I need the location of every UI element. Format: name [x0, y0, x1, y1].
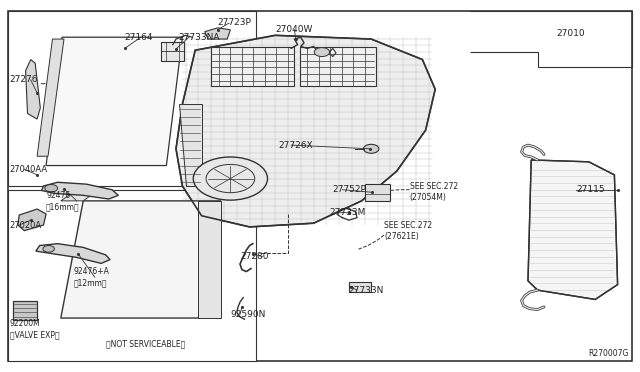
Text: 92590N: 92590N — [230, 310, 266, 319]
Circle shape — [364, 144, 379, 153]
Polygon shape — [61, 190, 99, 201]
Polygon shape — [37, 39, 64, 156]
Text: 27040W: 27040W — [275, 25, 312, 34]
Text: 27726X: 27726X — [278, 141, 313, 150]
Text: 27276: 27276 — [10, 76, 38, 84]
Circle shape — [45, 185, 58, 192]
Text: 27733NA: 27733NA — [178, 33, 220, 42]
Bar — [13, 301, 37, 320]
Polygon shape — [61, 201, 221, 318]
Bar — [300, 46, 376, 86]
Text: 27020A: 27020A — [10, 221, 42, 230]
Polygon shape — [26, 60, 40, 119]
Text: 27280: 27280 — [240, 252, 269, 261]
Text: 27733N: 27733N — [349, 286, 384, 295]
Bar — [211, 46, 294, 86]
Polygon shape — [46, 37, 182, 166]
Polygon shape — [176, 35, 435, 227]
Text: 27733M: 27733M — [330, 208, 366, 217]
Circle shape — [193, 157, 268, 200]
Polygon shape — [179, 104, 202, 186]
Circle shape — [314, 48, 330, 57]
Text: 92476+A
（12mm）: 92476+A （12mm） — [74, 267, 109, 287]
Polygon shape — [36, 244, 110, 263]
Text: SEE SEC.272
(27054M): SEE SEC.272 (27054M) — [410, 182, 458, 202]
Polygon shape — [528, 160, 618, 299]
Circle shape — [43, 246, 54, 252]
Text: 27115: 27115 — [576, 185, 605, 194]
Text: 27752P: 27752P — [333, 185, 367, 194]
Polygon shape — [42, 182, 118, 199]
Bar — [349, 282, 371, 292]
Text: 92476
（16mm）: 92476 （16mm） — [46, 191, 80, 211]
Polygon shape — [18, 209, 46, 231]
Text: 27164: 27164 — [125, 33, 154, 42]
Text: 27040AA: 27040AA — [10, 165, 48, 174]
Text: R270007G: R270007G — [589, 349, 629, 358]
Text: 27010: 27010 — [557, 29, 586, 38]
Text: SEE SEC.272
(27621E): SEE SEC.272 (27621E) — [384, 221, 432, 241]
Polygon shape — [198, 201, 221, 318]
Bar — [8, 190, 256, 361]
Text: 92200M
（VALVE EXP）: 92200M （VALVE EXP） — [10, 319, 60, 339]
Bar — [365, 184, 390, 201]
Bar — [8, 11, 256, 186]
Polygon shape — [205, 28, 230, 39]
Text: （NOT SERVICEABLE）: （NOT SERVICEABLE） — [106, 340, 185, 349]
Bar — [161, 42, 184, 61]
Text: 27723P: 27723P — [218, 18, 252, 27]
